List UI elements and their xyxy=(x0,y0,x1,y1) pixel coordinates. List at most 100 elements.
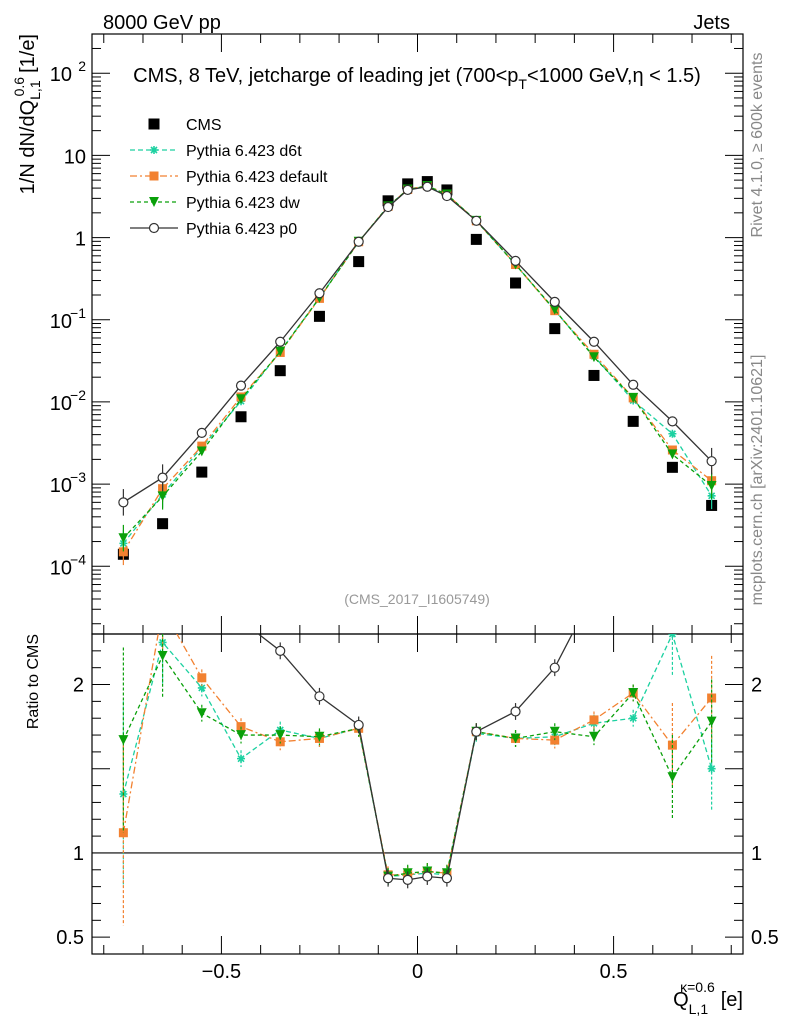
pythia-6-423-d6t-ratio-point xyxy=(237,754,246,763)
x-tick-label: −0.5 xyxy=(202,961,241,983)
pythia-6-423-default-line xyxy=(122,184,713,553)
pythia-6-423-default-ratio-point xyxy=(589,715,599,725)
y-tick-label: 10 xyxy=(50,393,72,415)
ratio-tick-label: 1 xyxy=(73,843,84,865)
y-axis-label-main: 1/N dN/dQ xyxy=(17,100,39,194)
x-axis-label-sub: L,1 xyxy=(689,1001,709,1017)
chart-title: CMS, 8 TeV, jetcharge of leading jet (70… xyxy=(133,65,701,92)
pythia-6-423-dw-ratio-point xyxy=(236,730,246,741)
rivet-label: Rivet 4.1.0, ≥ 600k events xyxy=(749,53,766,238)
pythia-6-423-p0-point xyxy=(549,296,560,307)
pythia-6-423-p0-point xyxy=(471,215,482,226)
legend-label: CMS xyxy=(186,117,222,134)
pythia-6-423-p0-ratio-point xyxy=(314,691,325,702)
pythia-6-423-dw-point xyxy=(196,446,207,457)
legend-marker xyxy=(150,146,158,154)
y-tick-label-base: 10 xyxy=(50,64,72,86)
pythia-6-423-dw-point xyxy=(275,346,286,357)
pythia-6-423-dw-point xyxy=(549,304,560,315)
pythia-6-423-d6t-point xyxy=(668,429,677,438)
series-pythia-6-423-d6t xyxy=(119,182,716,557)
pythia-6-423-p0-ratio-point xyxy=(707,436,716,445)
chart-title-end: <1000 GeV,η < 1.5) xyxy=(527,65,701,87)
x-axis-label: QL,1 κ=0.6 [e] xyxy=(673,979,743,1017)
pythia-6-423-p0-line xyxy=(123,186,713,503)
legend-marker xyxy=(149,171,159,181)
pythia-6-423-p0-ratio-point xyxy=(197,512,206,521)
legend-item-pythia-6-423-default: Pythia 6.423 default xyxy=(130,169,328,186)
pythia-6-423-dw-point xyxy=(118,533,129,544)
legend-label: Pythia 6.423 d6t xyxy=(186,143,302,160)
y-tick-label-exponent: −3 xyxy=(70,469,86,485)
pythia-6-423-d6t-ratio-point xyxy=(276,726,285,734)
pythia-6-423-default-point xyxy=(118,547,128,557)
main-series xyxy=(117,176,718,566)
pythia-6-423-p0-ratio-point xyxy=(441,873,453,884)
pythia-6-423-p0-point xyxy=(118,497,129,508)
pythia-6-423-p0-ratio-point xyxy=(471,726,482,737)
pythia-6-423-p0-ratio-point xyxy=(353,719,364,731)
pythia-6-423-d6t-ratio-line xyxy=(122,634,713,878)
pythia-6-423-d6t-ratio-point xyxy=(668,634,677,638)
ratio-pythia-6-423-p0 xyxy=(197,436,716,889)
cms-point xyxy=(382,195,394,207)
pythia-6-423-p0-point xyxy=(275,336,286,347)
cms-point xyxy=(666,461,678,473)
pythia-6-423-d6t-ratio-point xyxy=(707,764,716,773)
pythia-6-423-dw-ratio-point xyxy=(628,687,639,698)
pythia-6-423-p0-point xyxy=(628,379,639,390)
pythia-6-423-dw-point xyxy=(157,491,168,502)
analysis-watermark: (CMS_2017_I1605749) xyxy=(344,591,490,607)
pythia-6-423-p0-ratio-point xyxy=(402,874,413,885)
y-axis-label-sup: 0.6 xyxy=(11,77,27,97)
legend-item-cms: CMS xyxy=(148,117,222,134)
pythia-6-423-p0-ratio-point xyxy=(549,662,560,673)
ratio-plot-frame xyxy=(91,633,744,955)
pythia-6-423-default-ratio-point xyxy=(707,693,717,703)
y-tick-label: 10 xyxy=(64,146,86,168)
header-left: 8000 GeV pp xyxy=(103,12,221,34)
pythia-6-423-p0-ratio-point xyxy=(382,873,394,884)
pythia-6-423-p0-point xyxy=(353,236,364,247)
ratio-series xyxy=(118,436,717,926)
y-axis-label-sub: L,1 xyxy=(27,80,43,100)
y-tick-label: 10 xyxy=(50,475,72,497)
cms-point xyxy=(313,310,325,322)
y-tick-label-exponent: −4 xyxy=(70,551,86,567)
y-tick-label-base: 1 xyxy=(75,229,86,251)
x-axis-label-main: Q xyxy=(673,989,689,1011)
y-tick-label-base: 10 xyxy=(50,393,72,415)
y-tick-label-base: 10 xyxy=(50,557,72,579)
ratio-axis-label: Ratio to CMS xyxy=(25,634,42,729)
ratio-pythia-6-423-dw xyxy=(118,634,717,885)
pythia-6-423-p0-point xyxy=(314,288,325,299)
ratio-tick-label-right: 1 xyxy=(751,843,762,865)
y-tick-label-exponent: −1 xyxy=(70,305,86,321)
pythia-6-423-default-point xyxy=(197,441,207,451)
cms-point xyxy=(627,415,639,427)
pythia-6-423-dw-line xyxy=(122,185,713,539)
pythia-6-423-p0-ratio-point xyxy=(275,645,286,656)
cms-point xyxy=(510,277,522,289)
pythia-6-423-default-ratio-point xyxy=(197,673,207,683)
y-tick-label: 1 xyxy=(75,229,86,251)
pythia-6-423-p0-point xyxy=(441,190,453,202)
pythia-6-423-p0-ratio-line xyxy=(257,634,573,881)
pythia-6-423-p0-ratio-point xyxy=(629,545,638,554)
pythia-6-423-p0-ratio-point xyxy=(422,871,433,882)
y-tick-label-base: 10 xyxy=(50,311,72,333)
pythia-6-423-dw-point xyxy=(589,352,599,363)
y-axis-label-unit: [1/e] xyxy=(17,34,39,73)
pythia-6-423-dw-ratio-line xyxy=(122,654,713,878)
y-tick-label: 10 xyxy=(50,64,72,86)
x-tick-label: 0 xyxy=(412,961,423,983)
y-axis-label: 1/N dN/dQL,10.6 [1/e] xyxy=(11,34,43,194)
ratio-tick-labels: 0.5 0.5 1 1 2 2 xyxy=(56,675,779,950)
pythia-6-423-p0-point xyxy=(235,380,247,391)
pythia-6-423-p0-point xyxy=(157,472,168,483)
cms-point xyxy=(235,411,247,423)
cms-point xyxy=(196,466,208,478)
cms-point xyxy=(588,369,600,381)
